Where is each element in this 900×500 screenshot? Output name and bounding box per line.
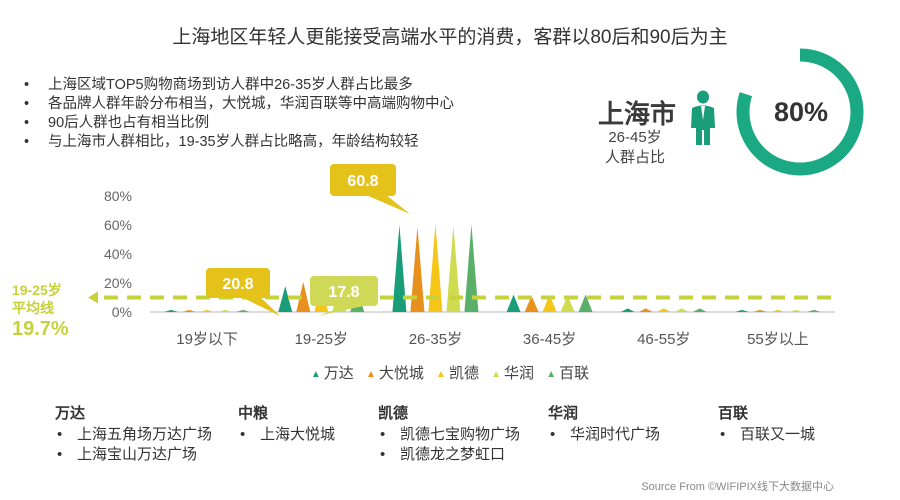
brand-title: 万达 — [55, 405, 86, 422]
x-tick-label: 19-25岁 — [295, 331, 348, 348]
bar-triangle — [734, 309, 749, 312]
y-tick-label: 20% — [104, 275, 132, 291]
callout-pointer — [241, 297, 280, 316]
average-line-label: 19-25岁 — [12, 282, 62, 298]
bullet-item: 各品牌人群年龄分布相当，大悦城，华润百联等中高端购物中心 — [20, 95, 540, 114]
chart-legend: ▲ 万达 ▲ 大悦城 ▲ 凯德 ▲ 华润 ▲ 百联 — [0, 362, 900, 383]
triangle-icon: ▲ — [491, 369, 502, 380]
x-tick-label: 46-55岁 — [637, 331, 690, 348]
brand-title: 中粮 — [238, 405, 269, 422]
legend-label: 华润 — [504, 365, 535, 382]
page-title: 上海地区年轻人更能接受高端水平的消费，客群以80后和90后为主 — [172, 27, 728, 48]
shanghai-label: 上海市 — [598, 99, 677, 129]
brand-mall: 上海大悦城 — [238, 425, 335, 445]
brand-column-wanda: 万达 上海五角场万达广场 上海宝山万达广场 — [55, 402, 212, 465]
y-tick-label: 80% — [104, 188, 132, 204]
triangle-icon: ▲ — [365, 369, 376, 380]
bar-triangle — [506, 294, 521, 312]
brand-title: 华润 — [548, 405, 579, 422]
average-line-label-2: 平均线 — [12, 300, 54, 316]
y-tick-label: 60% — [104, 217, 132, 233]
triangle-icon: ▲ — [436, 369, 446, 380]
donut-arc — [736, 48, 864, 176]
legend-item-joycity: ▲ 大悦城 — [366, 362, 424, 383]
bar-triangle — [806, 309, 821, 312]
bar-triangle — [542, 294, 557, 312]
bar-triangle — [752, 309, 767, 312]
x-tick-label: 36-45岁 — [523, 331, 576, 348]
brand-column-cofco: 中粮 上海大悦城 — [238, 402, 335, 445]
legend-label: 百联 — [559, 365, 590, 382]
brand-column-huarun: 华润 华润时代广场 — [548, 402, 660, 445]
average-line-value: 19.7% — [12, 318, 69, 340]
bar-triangle — [200, 309, 215, 312]
legend-label: 万达 — [323, 365, 354, 382]
brand-title: 百联 — [718, 405, 749, 422]
brand-mall: 凯德龙之梦虹口 — [378, 445, 520, 465]
bar-triangle — [620, 308, 635, 312]
callout-label: 60.8 — [347, 173, 378, 190]
bar-triangle — [236, 309, 251, 312]
bar-triangle — [428, 223, 443, 312]
x-tick-label: 19岁以下 — [176, 331, 238, 348]
brand-column-kaide: 凯德 凯德七宝购物广场 凯德龙之梦虹口 — [378, 402, 520, 465]
bar-triangle — [674, 308, 689, 312]
callout-pointer — [318, 305, 368, 316]
bullet-item: 与上海市人群相比，19-35岁人群占比略高，年龄结构较轻 — [20, 133, 540, 152]
callout-label: 17.8 — [328, 284, 359, 301]
bar-triangle — [278, 286, 293, 312]
bar-triangle — [560, 295, 575, 312]
callout-pointer — [366, 195, 410, 214]
brand-mall: 上海五角场万达广场 — [55, 425, 212, 445]
bullet-continuation: 90后人群也占有相当比例 — [20, 114, 540, 133]
brand-title: 凯德 — [378, 405, 409, 422]
legend-item-bailian: ▲ 百联 — [546, 362, 589, 383]
bar-triangle — [524, 296, 539, 312]
triangle-icon: ▲ — [546, 369, 557, 380]
shanghai-age-range: 26-45岁 — [608, 129, 662, 146]
bar-triangle — [578, 294, 593, 312]
shanghai-donut-chart — [736, 48, 864, 176]
legend-item-huarun: ▲ 华润 — [491, 362, 534, 383]
bar-triangle — [446, 225, 461, 312]
legend-item-kaide: ▲ 凯德 — [436, 362, 479, 383]
brand-mall: 凯德七宝购物广场 — [378, 425, 520, 445]
legend-label: 凯德 — [448, 365, 479, 382]
y-tick-label: 0% — [112, 304, 132, 320]
bar-triangle — [182, 309, 197, 312]
brand-mall: 百联又一城 — [718, 425, 815, 445]
bar-triangle — [392, 225, 407, 312]
businessman-icon — [691, 90, 715, 145]
bullet-item: 上海区域TOP5购物商场到访人群中26-35岁人群占比最多 — [20, 76, 540, 95]
source-note: Source From ©WIFIPIX线下大数据中心 — [641, 481, 834, 493]
bar-triangle — [164, 309, 179, 312]
shanghai-ratio-label: 人群占比 — [604, 149, 665, 166]
bar-triangle — [296, 281, 311, 312]
x-tick-label: 26-35岁 — [409, 331, 462, 348]
legend-label: 大悦城 — [378, 365, 424, 382]
summary-bullets: 上海区域TOP5购物商场到访人群中26-35岁人群占比最多 各品牌人群年龄分布相… — [20, 76, 540, 152]
bar-triangle — [692, 308, 707, 312]
brand-column-bailian: 百联 百联又一城 — [718, 402, 815, 445]
legend-item-wanda: ▲ 万达 — [311, 362, 354, 383]
average-arrow-icon — [88, 291, 98, 304]
callout-box — [330, 164, 396, 196]
x-tick-label: 55岁以上 — [747, 331, 809, 348]
callout-box — [310, 276, 378, 306]
bar-triangle — [656, 308, 671, 312]
donut-value: 80% — [773, 97, 829, 127]
brand-mall: 上海宝山万达广场 — [55, 445, 212, 465]
bar-triangle — [464, 224, 479, 312]
y-tick-label: 40% — [104, 246, 132, 262]
bar-triangle — [410, 226, 425, 312]
callout-box — [206, 268, 270, 298]
triangle-icon: ▲ — [310, 369, 321, 380]
bar-triangle — [638, 308, 653, 312]
brand-mall: 华润时代广场 — [548, 425, 660, 445]
callout-label: 20.8 — [222, 276, 253, 293]
bar-triangle — [770, 309, 785, 312]
bar-triangle — [788, 309, 803, 312]
bar-triangle — [218, 309, 233, 312]
